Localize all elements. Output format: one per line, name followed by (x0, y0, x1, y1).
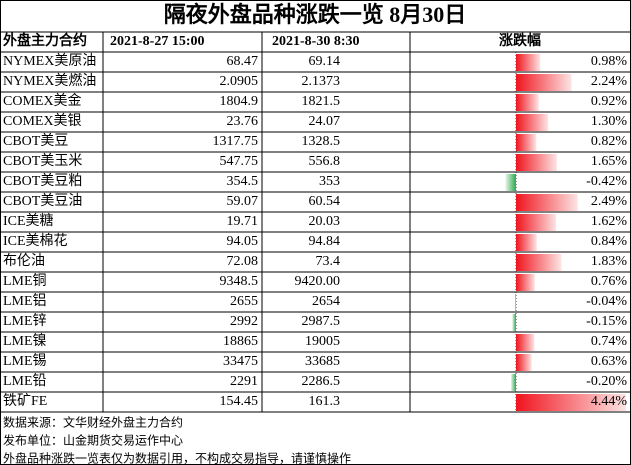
header-cell: 2021-8-27 15:00 (110, 34, 205, 49)
data-bar (516, 274, 535, 291)
change-cell: 0.74% (591, 334, 628, 349)
name-cell: LME锡 (3, 353, 47, 369)
name-cell: LME镍 (3, 333, 47, 349)
data-bar (516, 134, 537, 151)
data-bar (516, 194, 578, 211)
data-bar (516, 394, 626, 411)
footer-line: 外盘品种涨跌一览表仅为数据引用，不构成交易指导，请谨慎操作 (3, 451, 351, 465)
change-cell: 0.92% (591, 94, 628, 109)
prev-cell: 59.07 (227, 194, 259, 209)
change-cell: 0.84% (591, 234, 628, 249)
data-bar (516, 74, 572, 91)
curr-cell: 2286.5 (302, 374, 341, 389)
data-bar (505, 174, 516, 191)
change-cell: 0.76% (591, 274, 628, 289)
change-cell: 0.63% (591, 354, 628, 369)
prev-cell: 72.08 (227, 254, 259, 269)
change-cell: 0.98% (591, 54, 628, 69)
change-cell: 0.82% (591, 134, 628, 149)
data-bar (516, 154, 557, 171)
name-cell: CBOT美玉米 (3, 153, 82, 169)
curr-cell: 69.14 (309, 54, 341, 69)
data-bar (516, 94, 539, 111)
data-bar (516, 254, 562, 271)
curr-cell: 161.3 (309, 394, 341, 409)
prev-cell: 2655 (230, 294, 258, 309)
prev-cell: 354.5 (227, 174, 259, 189)
name-cell: LME铜 (3, 273, 47, 289)
header-cell: 外盘主力合约 (3, 32, 87, 49)
data-bar (516, 354, 532, 371)
curr-cell: 2987.5 (302, 314, 341, 329)
name-cell: COMEX美银 (3, 113, 82, 129)
data-bar (516, 214, 557, 231)
curr-cell: 2654 (312, 294, 340, 309)
prev-cell: 1317.75 (213, 134, 259, 149)
name-cell: NYMEX美原油 (3, 53, 96, 69)
name-cell: LME铅 (3, 373, 47, 389)
change-cell: 1.65% (591, 154, 628, 169)
name-cell: NYMEX美燃油 (3, 72, 96, 89)
curr-cell: 94.84 (309, 234, 341, 249)
name-cell: LME锌 (3, 313, 47, 329)
change-cell: 1.30% (591, 114, 628, 129)
prev-cell: 2992 (230, 314, 258, 329)
curr-cell: 73.4 (316, 254, 341, 269)
change-cell: 4.44% (591, 394, 628, 409)
change-cell: -0.15% (586, 314, 627, 329)
change-cell: 2.49% (591, 194, 628, 209)
data-bar (516, 334, 535, 351)
name-cell: ICE美糖 (3, 213, 54, 229)
prev-cell: 18865 (223, 334, 258, 349)
prev-cell: 19.71 (227, 214, 259, 229)
data-bar (516, 114, 549, 131)
data-bar (516, 234, 537, 251)
name-cell: COMEX美金 (3, 93, 82, 109)
prev-cell: 547.75 (220, 154, 259, 169)
curr-cell: 33685 (305, 354, 340, 369)
curr-cell: 60.54 (309, 194, 341, 209)
change-cell: 1.83% (591, 254, 628, 269)
name-cell: 铁矿FE (3, 393, 47, 409)
name-cell: CBOT美豆油 (3, 193, 82, 209)
prev-cell: 94.05 (227, 234, 259, 249)
curr-cell: 556.8 (309, 154, 341, 169)
prev-cell: 9348.5 (220, 274, 259, 289)
footer-line: 数据来源：文华财经外盘主力合约 (3, 415, 183, 430)
prev-cell: 33475 (223, 354, 258, 369)
data-bar (512, 314, 516, 331)
name-cell: LME铝 (3, 293, 47, 309)
prev-cell: 154.45 (220, 394, 259, 409)
prev-cell: 2.0905 (220, 74, 259, 89)
prev-cell: 2291 (230, 374, 258, 389)
name-cell: 布伦油 (3, 253, 45, 269)
prev-cell: 23.76 (227, 114, 259, 129)
name-cell: CBOT美豆 (3, 133, 68, 149)
title: 隔夜外盘品种涨跌一览 8月30日 (164, 2, 467, 27)
curr-cell: 9420.00 (295, 274, 341, 289)
data-bar (511, 374, 516, 391)
curr-cell: 24.07 (309, 114, 341, 129)
data-bar (516, 54, 541, 71)
data-bar (515, 294, 516, 311)
curr-cell: 353 (319, 174, 340, 189)
curr-cell: 20.03 (309, 214, 341, 229)
change-cell: 1.62% (591, 214, 628, 229)
change-cell: 2.24% (591, 74, 628, 89)
change-cell: -0.20% (586, 374, 627, 389)
curr-cell: 19005 (305, 334, 340, 349)
curr-cell: 2.1373 (302, 74, 341, 89)
prev-cell: 68.47 (227, 54, 259, 69)
change-cell: -0.04% (586, 294, 627, 309)
prev-cell: 1804.9 (220, 94, 259, 109)
header-cell: 涨跌幅 (499, 32, 541, 49)
header-cell: 2021-8-30 8:30 (272, 34, 360, 49)
curr-cell: 1328.5 (302, 134, 341, 149)
name-cell: CBOT美豆粕 (3, 173, 82, 189)
change-cell: -0.42% (586, 174, 627, 189)
name-cell: ICE美棉花 (3, 232, 68, 249)
footer-line: 发布单位：山金期货交易运作中心 (3, 433, 183, 448)
curr-cell: 1821.5 (302, 94, 341, 109)
